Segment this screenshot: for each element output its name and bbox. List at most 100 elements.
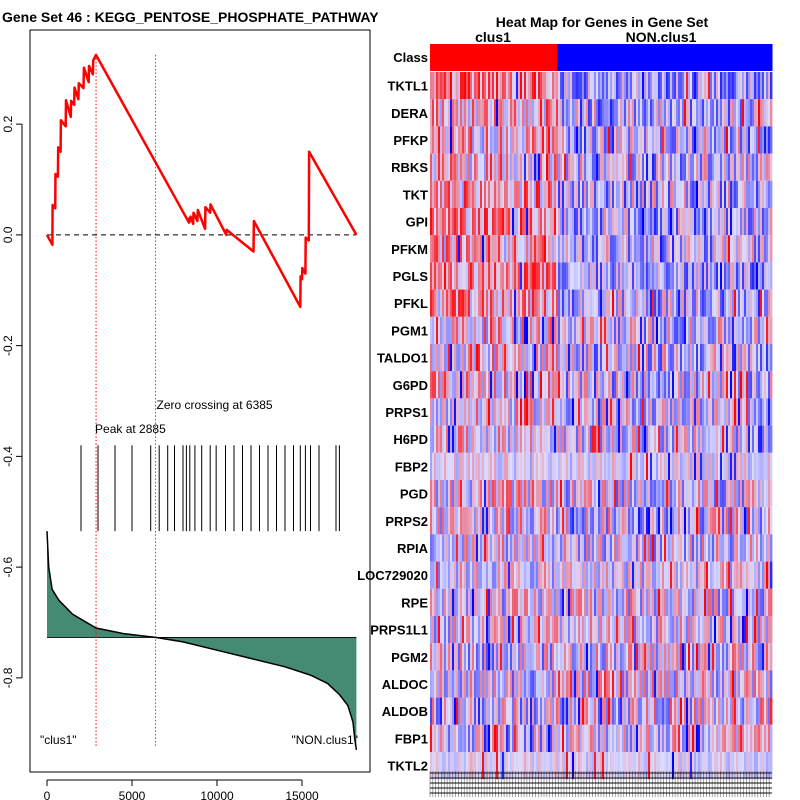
heatmap-cell xyxy=(530,697,533,725)
heatmap-cell xyxy=(646,289,649,317)
heatmap-cell xyxy=(564,752,567,780)
heatmap-cell xyxy=(672,752,675,780)
heatmap-cell xyxy=(460,371,463,399)
heatmap-cell xyxy=(508,126,511,154)
heatmap-cell xyxy=(538,72,541,100)
heatmap-cell xyxy=(726,752,729,780)
heatmap-cell xyxy=(746,153,749,181)
heatmap-cell xyxy=(614,452,617,480)
heatmap-cell xyxy=(500,99,503,127)
heatmap-cell xyxy=(626,643,629,671)
heatmap-cell xyxy=(522,153,525,181)
heatmap-cell xyxy=(524,180,527,208)
heatmap-cell xyxy=(588,670,591,698)
heatmap-cell xyxy=(728,398,731,426)
heatmap-cell xyxy=(680,316,683,344)
heatmap-cell xyxy=(608,344,611,372)
heatmap-cell xyxy=(632,724,635,752)
heatmap-cell xyxy=(608,208,611,236)
heatmap-cell xyxy=(590,480,593,508)
heatmap-cell xyxy=(718,99,721,127)
heatmap-cell xyxy=(724,180,727,208)
heatmap-cell xyxy=(530,425,533,453)
heatmap-cell xyxy=(738,670,741,698)
heatmap-cell xyxy=(668,344,671,372)
heatmap-cell xyxy=(720,643,723,671)
heatmap-cell xyxy=(572,480,575,508)
heatmap-cell xyxy=(766,72,769,100)
heatmap-cell xyxy=(478,643,481,671)
heatmap-cell xyxy=(528,507,531,535)
heatmap-cell xyxy=(770,534,773,562)
heatmap-cell xyxy=(662,371,665,399)
heatmap-cell xyxy=(470,398,473,426)
heatmap-cell xyxy=(436,480,439,508)
heatmap-cell xyxy=(706,724,709,752)
heatmap-cell xyxy=(644,534,647,562)
heatmap-cell xyxy=(524,452,527,480)
heatmap-cell xyxy=(638,425,641,453)
heatmap-cell xyxy=(722,507,725,535)
heatmap-cell xyxy=(530,289,533,317)
heatmap-cell xyxy=(498,344,501,372)
heatmap-cell xyxy=(452,724,455,752)
heatmap-cell xyxy=(766,588,769,616)
heatmap-cell xyxy=(510,752,513,780)
heatmap-cell xyxy=(558,616,561,644)
heatmap-cell xyxy=(710,371,713,399)
heatmap-cell xyxy=(446,697,449,725)
heatmap-cell xyxy=(650,534,653,562)
heatmap-cell xyxy=(678,180,681,208)
heatmap-cell xyxy=(770,643,773,671)
heatmap-cell xyxy=(518,153,521,181)
heatmap-cell xyxy=(560,99,563,127)
heatmap-cell xyxy=(632,208,635,236)
heatmap-cell xyxy=(460,126,463,154)
heatmap-cell xyxy=(614,480,617,508)
heatmap-cell xyxy=(608,235,611,263)
heatmap-cell xyxy=(528,697,531,725)
heatmap-cell xyxy=(646,561,649,589)
heatmap-cell xyxy=(636,752,639,780)
heatmap-cell xyxy=(574,480,577,508)
heatmap-cell xyxy=(716,588,719,616)
heatmap-cell xyxy=(730,588,733,616)
heatmap-cell xyxy=(502,208,505,236)
heatmap-cell xyxy=(660,752,663,780)
heatmap-cell xyxy=(494,752,497,780)
heatmap-cell xyxy=(508,398,511,426)
heatmap-cell xyxy=(516,208,519,236)
heatmap-cell xyxy=(754,507,757,535)
heatmap-cell xyxy=(514,371,517,399)
heatmap-cell xyxy=(492,208,495,236)
heatmap-cell xyxy=(478,697,481,725)
heatmap-cell xyxy=(592,480,595,508)
heatmap-cell xyxy=(668,452,671,480)
heatmap-cell xyxy=(670,534,673,562)
heatmap-cell xyxy=(482,153,485,181)
heatmap-cell xyxy=(552,316,555,344)
heatmap-cell xyxy=(700,72,703,100)
heatmap-cell xyxy=(462,153,465,181)
heatmap-cell xyxy=(680,507,683,535)
heatmap-cell xyxy=(444,670,447,698)
heatmap-cell xyxy=(538,752,541,780)
heatmap-cell xyxy=(738,534,741,562)
heatmap-cell xyxy=(512,452,515,480)
heatmap-cell xyxy=(526,72,529,100)
heatmap-cell xyxy=(542,534,545,562)
heatmap-cell xyxy=(644,752,647,780)
heatmap-cell xyxy=(466,316,469,344)
heatmap-cell xyxy=(642,480,645,508)
heatmap-cell xyxy=(734,398,737,426)
heatmap-cell xyxy=(702,724,705,752)
heatmap-cell xyxy=(724,316,727,344)
heatmap-cell xyxy=(524,99,527,127)
heatmap-cell xyxy=(436,126,439,154)
heatmap-cell xyxy=(556,534,559,562)
heatmap-cell xyxy=(506,208,509,236)
heatmap-cell xyxy=(474,643,477,671)
heatmap-cell xyxy=(618,344,621,372)
heatmap-cell xyxy=(664,670,667,698)
heatmap-cell xyxy=(734,126,737,154)
